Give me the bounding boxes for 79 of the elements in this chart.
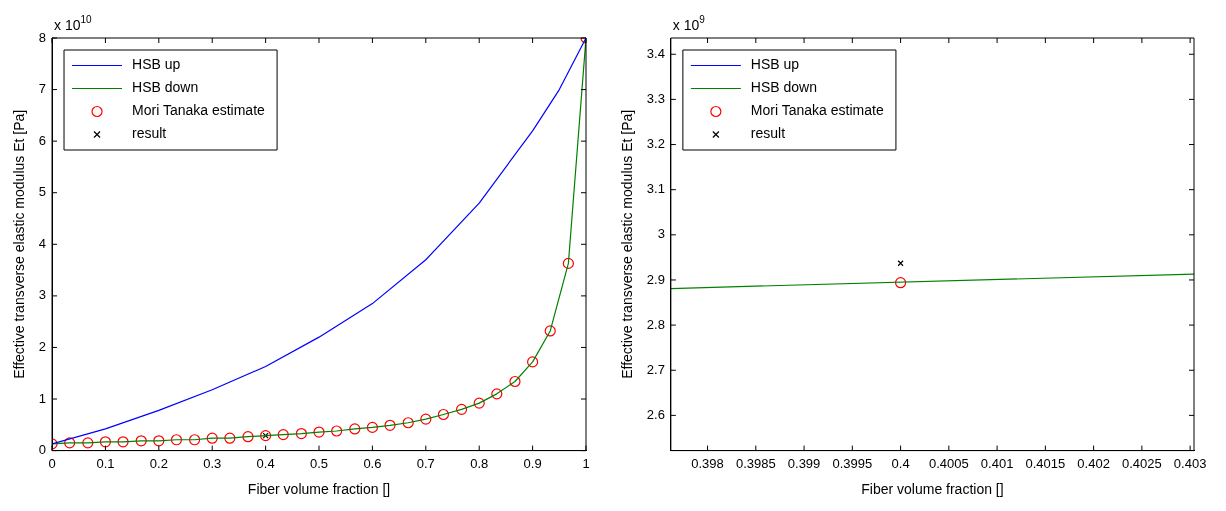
- point: [384, 419, 396, 431]
- y-axis-title: Effective transverse elastic modulus Et [Pa]: [619, 109, 636, 379]
- legend-label: HSB down: [750, 79, 818, 96]
- y-tick-label: 8: [38, 29, 47, 45]
- point: [420, 413, 432, 425]
- y-tick-label: 1: [38, 390, 47, 406]
- point: [402, 417, 414, 429]
- legend-label: HSB down: [132, 79, 199, 96]
- point: [473, 397, 485, 409]
- point: [295, 427, 307, 440]
- point: [82, 437, 94, 449]
- x-tick-label: 0.2: [149, 455, 168, 471]
- y-tick-label: 3.3: [646, 90, 665, 106]
- x-tick-label: 0.401: [980, 455, 1014, 471]
- x-tick-label: 0.4005: [928, 455, 969, 471]
- x-tick-label: 0.399: [787, 455, 821, 471]
- y-tick-label: 0: [38, 442, 47, 458]
- legend-label: result: [750, 125, 786, 142]
- point: [491, 388, 503, 400]
- x-axis-title: Fiber volume fraction []: [861, 481, 1004, 498]
- point: [117, 436, 129, 448]
- point: [170, 434, 183, 446]
- x-tick-label: 1: [582, 455, 590, 471]
- x-tick-label: 0.3995: [832, 455, 873, 471]
- point: [544, 325, 556, 337]
- x-tick-label: 0.3: [203, 455, 222, 471]
- legend-label: HSB up: [132, 56, 181, 73]
- x-tick-label: 0.402: [1077, 455, 1110, 471]
- y-tick-label: 2.7: [646, 361, 665, 377]
- point: [349, 423, 361, 435]
- point: [277, 429, 289, 441]
- x-tick-label: 0.4025: [1122, 455, 1162, 471]
- legend-label: Mori Tanaka estimate: [132, 102, 266, 119]
- y-tick-label: 2: [38, 339, 47, 355]
- point: [206, 432, 218, 444]
- x-tick-label: 0.3985: [735, 455, 776, 471]
- y-tick-label: 3: [657, 226, 665, 242]
- y-tick-label: 5: [38, 184, 47, 200]
- point: [527, 356, 539, 368]
- x-tick-label: 0.1: [96, 455, 115, 471]
- point: [224, 432, 236, 444]
- y-tick-label: 3.1: [646, 181, 665, 197]
- x-tick-label: 0.4: [891, 455, 910, 471]
- y-tick-label: 6: [38, 132, 47, 148]
- point: [135, 435, 147, 447]
- point: [437, 408, 450, 421]
- x-axis-title: Fiber volume fraction []: [247, 481, 391, 498]
- y-tick-label: 2.6: [646, 406, 665, 422]
- x-tick-label: 0.5: [309, 455, 329, 471]
- y-tick-label: 3.4: [646, 45, 665, 61]
- legend-label: result: [132, 125, 167, 142]
- y-tick-label: 4: [38, 235, 47, 251]
- point: [64, 437, 76, 449]
- point: [509, 375, 521, 388]
- point: [313, 426, 325, 438]
- legend-label: HSB up: [750, 56, 800, 73]
- x-tick-label: 0.403: [1173, 455, 1207, 471]
- point: [455, 403, 468, 415]
- y-tick-label: 3: [38, 287, 47, 303]
- x-tick-label: 0.6: [363, 455, 382, 471]
- point: [99, 436, 112, 448]
- y-tick-label: 7: [38, 81, 47, 97]
- point: [331, 425, 343, 437]
- y-tick-label: 3.2: [646, 136, 665, 152]
- x-tick-label: 0.9: [523, 455, 542, 471]
- point: [189, 434, 201, 446]
- point: [242, 431, 254, 443]
- x-tick-label: 0.4015: [1025, 455, 1066, 471]
- x-tick-label: 0.7: [416, 455, 435, 471]
- y-axis-title: Effective transverse elastic modulus Et [Pa]: [11, 109, 28, 379]
- x-tick-label: 0.398: [691, 455, 724, 471]
- point: [366, 421, 379, 433]
- legend-label: Mori Tanaka estimate: [750, 102, 884, 119]
- x-tick-label: 0.4: [256, 455, 275, 471]
- x-tick-label: 0.8: [470, 455, 489, 471]
- point: [153, 435, 165, 447]
- y-tick-label: 2.9: [646, 271, 665, 287]
- y-tick-label: 2.8: [646, 316, 665, 332]
- point: [562, 257, 574, 269]
